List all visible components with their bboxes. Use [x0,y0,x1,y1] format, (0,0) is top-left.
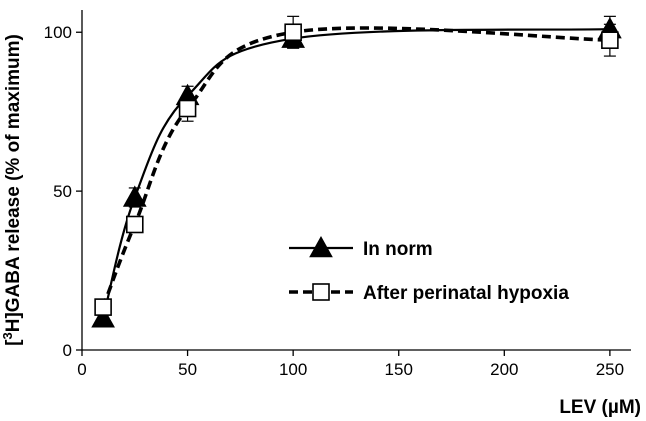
x-tick-label: 150 [385,360,413,379]
x-tick-label: 250 [596,360,624,379]
y-tick-label: 100 [44,23,72,42]
y-tick-label: 50 [53,182,72,201]
data-point [601,31,619,49]
legend: In norm After perinatal hypoxia [289,235,569,304]
data-point [125,215,144,234]
series-layer [91,15,622,328]
series-line [101,26,610,308]
legend-marker [309,235,333,258]
axes: 0 50 100 0 50 100 150 200 250 [44,10,631,379]
data-point [94,298,112,316]
legend-label: In norm [363,239,433,260]
y-axis-title-prefix: [ [3,339,24,346]
series-line [102,27,610,319]
series-after-perinatal-hypoxia [94,15,619,316]
legend-label: After perinatal hypoxia [363,283,569,304]
legend-marker [312,283,330,301]
y-axis-title-superscript: 3 [0,332,15,339]
x-tick-label: 50 [178,360,197,379]
data-point [122,185,147,207]
y-axis-title: [3H]GABA release (% of maximum) [0,34,24,346]
data-point [284,23,302,42]
series-in-norm [91,15,622,328]
data-point [178,99,197,118]
y-tick-label: 0 [63,341,72,360]
y-axis-title-suffix: H]GABA release (% of maximum) [3,34,24,332]
x-tick-label: 100 [279,360,307,379]
x-axis-title: LEV (µM) [559,397,641,418]
x-tick-label: 200 [490,360,518,379]
x-tick-label: 0 [77,360,86,379]
data-point [91,306,115,328]
